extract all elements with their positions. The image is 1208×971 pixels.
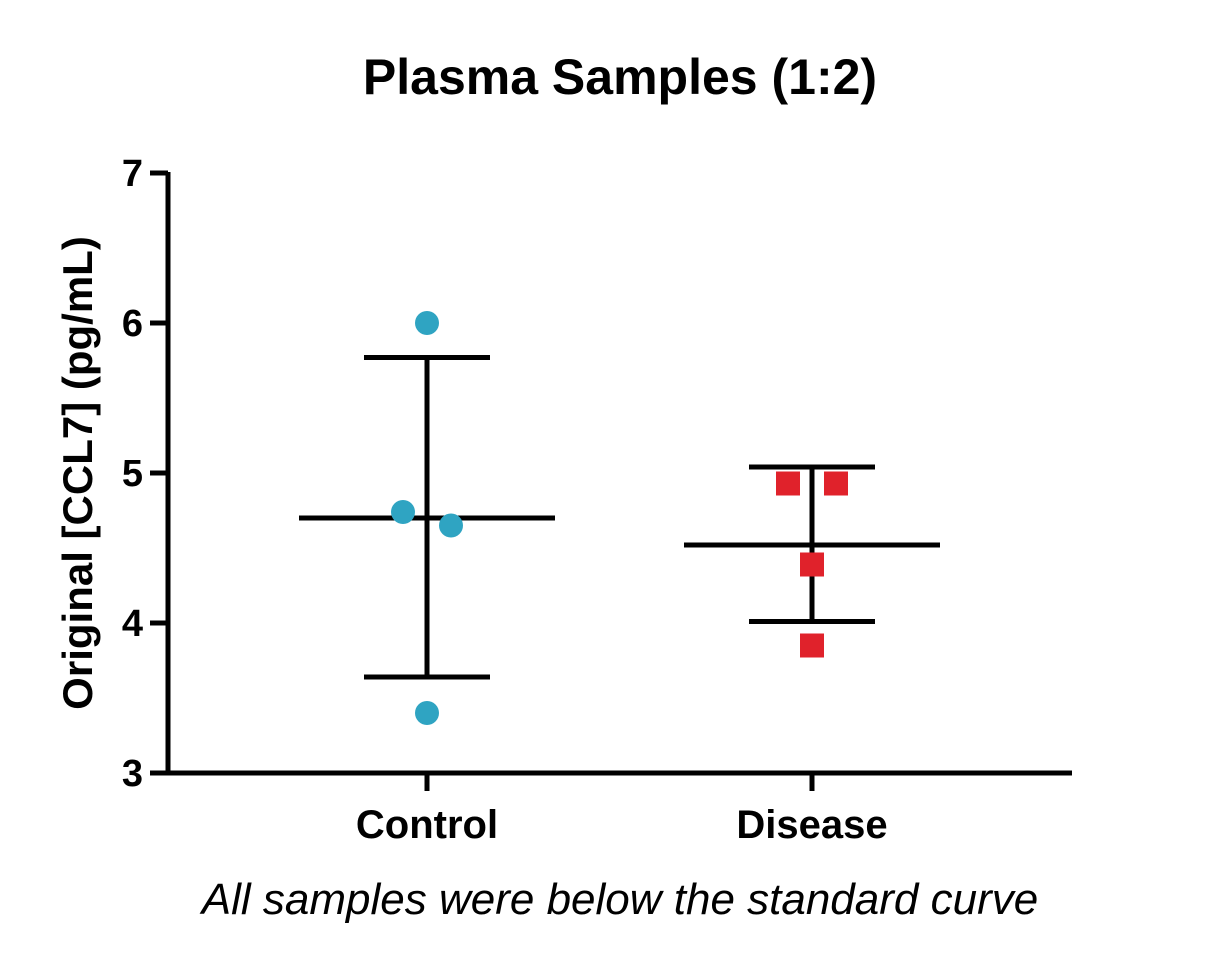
y-tick-label: 6: [122, 303, 143, 345]
data-point: [824, 471, 848, 496]
data-point: [391, 500, 415, 524]
data-point: [415, 701, 439, 725]
chart-note: All samples were below the standard curv…: [199, 875, 1038, 924]
x-tick-label: Disease: [736, 803, 887, 847]
error-bars: [299, 355, 940, 680]
chart-title: Plasma Samples (1:2): [363, 49, 877, 105]
y-tick-label: 5: [122, 453, 143, 495]
x-tick-label: Control: [356, 803, 498, 847]
y-tick-label: 4: [122, 603, 143, 645]
y-axis-label: Original [CCL7] (pg/mL): [54, 236, 101, 710]
x-ticks: Control Disease: [356, 773, 888, 847]
y-tick-label: 3: [122, 753, 143, 795]
data-point: [800, 633, 824, 658]
y-ticks: 3 4 5 6 7: [122, 153, 168, 795]
data-point: [776, 471, 800, 496]
data-point: [415, 311, 439, 335]
data-points: [391, 311, 848, 725]
data-point: [439, 513, 463, 538]
y-tick-label: 7: [122, 153, 143, 195]
data-point: [800, 552, 824, 577]
